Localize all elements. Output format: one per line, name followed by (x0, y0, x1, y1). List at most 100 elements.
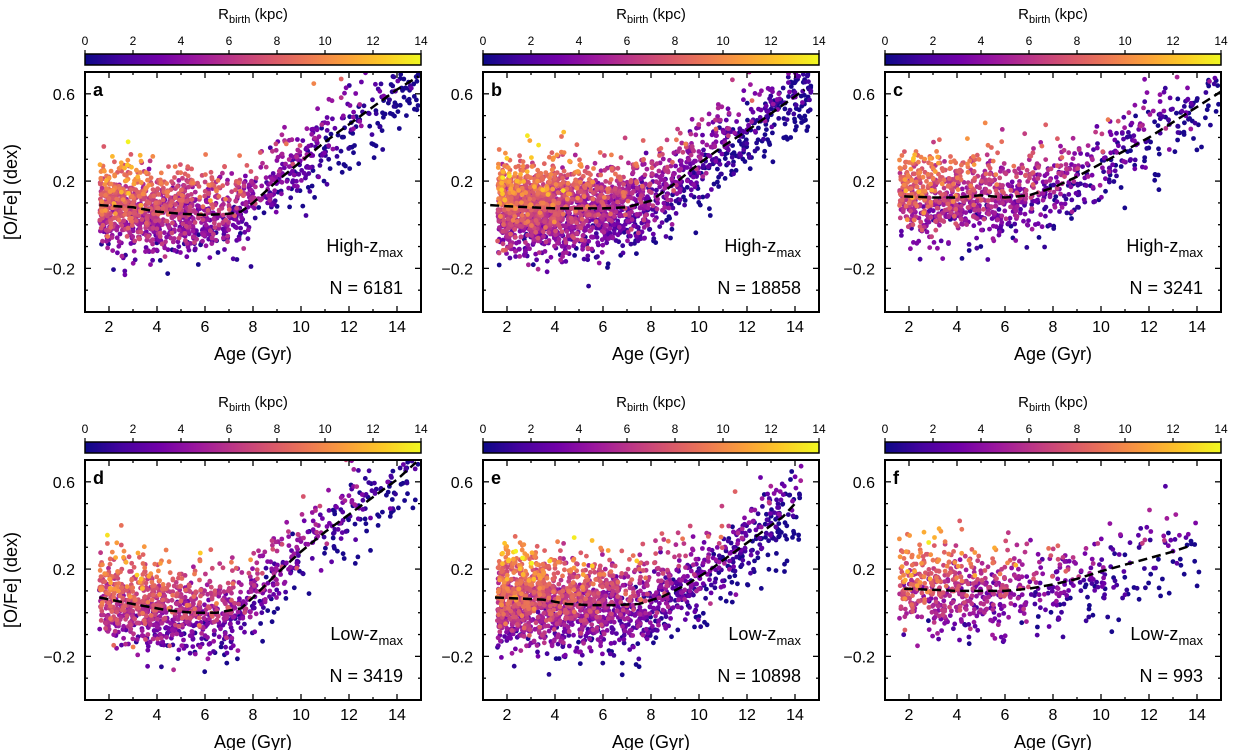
data-point (379, 128, 385, 134)
data-point (395, 78, 401, 84)
data-point (1075, 181, 1080, 187)
data-point (509, 183, 515, 188)
data-point (526, 262, 531, 268)
data-point (233, 187, 238, 193)
data-point (286, 185, 292, 191)
data-point (1121, 145, 1126, 151)
data-point (169, 215, 175, 220)
data-point (1174, 110, 1179, 116)
data-point (270, 171, 276, 176)
data-point (1023, 187, 1029, 193)
data-point (347, 103, 353, 108)
data-point (496, 147, 502, 152)
data-point (659, 220, 665, 226)
data-point (138, 180, 144, 185)
data-point (601, 195, 607, 200)
data-point (111, 267, 116, 272)
data-point (1107, 179, 1112, 185)
data-point (162, 245, 168, 251)
data-point (157, 230, 163, 236)
data-point (129, 193, 135, 199)
data-point (320, 66, 325, 71)
data-point (946, 240, 951, 245)
data-point (98, 175, 104, 181)
data-point (190, 180, 196, 186)
data-point (655, 196, 660, 202)
data-point (1203, 90, 1209, 95)
data-point (689, 116, 695, 122)
colorbar-tick-label: 14 (812, 34, 826, 48)
data-point (552, 176, 558, 182)
data-point (965, 205, 971, 210)
data-point (1112, 137, 1118, 143)
data-point (543, 170, 549, 176)
data-point (131, 210, 137, 216)
data-point (520, 159, 526, 165)
data-point (1059, 205, 1065, 210)
data-point (1013, 228, 1019, 234)
data-point (1092, 199, 1098, 204)
data-point (752, 91, 758, 96)
data-point (941, 185, 947, 191)
data-point (610, 235, 616, 241)
data-point (122, 172, 127, 178)
data-point (1038, 140, 1044, 145)
data-point (1014, 214, 1020, 219)
data-point (599, 249, 605, 255)
data-point (553, 182, 559, 187)
data-point (216, 207, 222, 213)
data-point (1099, 131, 1105, 137)
data-point (649, 165, 655, 171)
data-point (634, 185, 640, 191)
data-point (1186, 116, 1191, 122)
data-point (548, 172, 554, 177)
data-point (926, 219, 932, 225)
data-point (245, 236, 251, 242)
trend-line (490, 88, 806, 210)
data-point (272, 188, 278, 194)
data-point (1132, 162, 1138, 168)
data-point (763, 103, 769, 109)
data-point (408, 85, 414, 91)
data-point (959, 256, 965, 261)
y-tick-label: −0.2 (43, 261, 75, 278)
data-point (749, 98, 755, 103)
data-point (579, 216, 585, 222)
data-point (334, 154, 340, 159)
data-point (641, 161, 647, 167)
data-point (1179, 108, 1185, 114)
data-point (1056, 171, 1062, 176)
data-point (114, 227, 120, 233)
data-point (273, 147, 279, 153)
data-point (182, 231, 188, 236)
data-point (245, 227, 251, 233)
data-point (621, 182, 626, 187)
data-point (586, 283, 591, 289)
data-point (807, 107, 813, 113)
data-point (674, 137, 679, 143)
data-point (203, 243, 209, 249)
data-point (776, 91, 782, 97)
data-point (133, 218, 139, 224)
data-point (808, 88, 814, 94)
data-point (590, 225, 596, 230)
data-point (502, 163, 507, 169)
data-point (550, 202, 555, 208)
data-point (805, 124, 811, 130)
data-point (730, 143, 735, 149)
data-point (103, 208, 108, 213)
data-point (352, 143, 357, 148)
colorbar-tick-label: 8 (274, 34, 281, 48)
data-point (615, 165, 621, 171)
data-point (696, 122, 702, 127)
data-point (528, 175, 533, 181)
data-point (523, 190, 529, 196)
data-point (581, 194, 587, 199)
data-point (654, 179, 659, 185)
data-point (1156, 187, 1162, 193)
data-point (664, 164, 670, 170)
data-point (1089, 172, 1095, 178)
data-point (1031, 146, 1036, 151)
data-point (696, 200, 702, 205)
